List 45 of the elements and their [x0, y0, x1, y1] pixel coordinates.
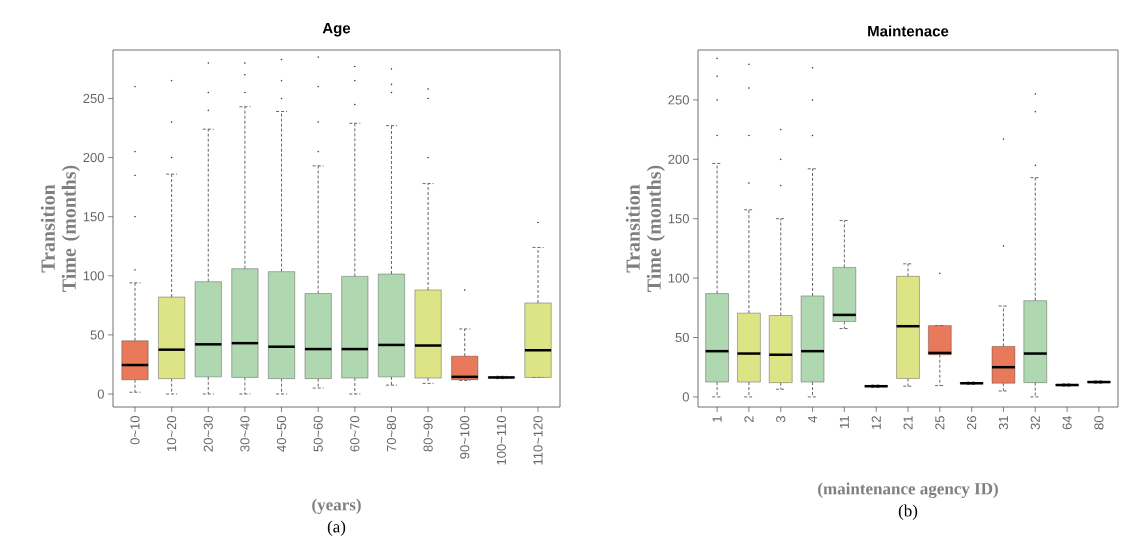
y-tick-label: 200	[668, 154, 689, 164]
y-tick-label: 0	[97, 389, 104, 399]
x-tick-label: 20~30	[203, 416, 213, 452]
x-tick-label: 0~10	[130, 416, 140, 445]
x-tick-label: 10~20	[167, 416, 177, 452]
x-tick-label: 30~40	[240, 416, 250, 452]
y-tick-label: 150	[668, 214, 689, 224]
x-tick-label: 40~50	[276, 416, 287, 452]
y-tick-label: 200	[83, 152, 104, 163]
x-tick-label: 70~80	[386, 416, 397, 452]
x-tick-label: 3	[776, 416, 786, 423]
y-tick-label: 250	[668, 95, 689, 105]
x-axis-title: (maintenance agency ID)	[818, 482, 998, 499]
x-tick-label: 1	[712, 416, 722, 422]
x-tick-label: 21	[903, 416, 913, 430]
x-tick-label: 4	[808, 415, 818, 423]
y-axis-title: Transition Time (months)	[625, 165, 665, 292]
x-tick-label: 60~70	[350, 416, 360, 452]
y-tick-label: 250	[83, 93, 104, 104]
chart-title: Maintenace	[868, 25, 949, 37]
x-tick-label: 25	[935, 416, 945, 430]
y-tick-label: 150	[83, 212, 104, 222]
x-tick-label: 64	[1062, 415, 1072, 430]
x-tick-label: 2	[744, 416, 754, 423]
y-tick-label: 0	[682, 392, 689, 402]
x-tick-label: 80	[1094, 416, 1104, 430]
y-tick-label: 50	[90, 330, 104, 340]
y-tick-label: 50	[675, 332, 689, 343]
y-tick-label: 100	[83, 271, 104, 281]
x-tick-label: 50~60	[313, 416, 323, 452]
x-tick-label: 100~110	[496, 416, 506, 465]
text: (b)	[898, 504, 918, 520]
x-tick-label: 26	[967, 416, 977, 430]
x-tick-label: 31	[998, 416, 1009, 430]
x-tick-label: 90~100	[460, 416, 470, 459]
y-axis-title: Transition Time (months)	[40, 165, 80, 292]
x-axis-title: (years)	[312, 498, 361, 514]
text: (a)	[327, 520, 346, 536]
chart-title: Age	[322, 22, 351, 37]
x-tick-label: 11	[839, 416, 849, 429]
x-tick-label: 80~90	[423, 416, 433, 452]
x-tick-label: 12	[871, 416, 881, 430]
x-tick-label: 32	[1030, 416, 1040, 430]
y-tick-label: 100	[668, 273, 689, 283]
x-tick-label: 110~120	[533, 416, 543, 465]
